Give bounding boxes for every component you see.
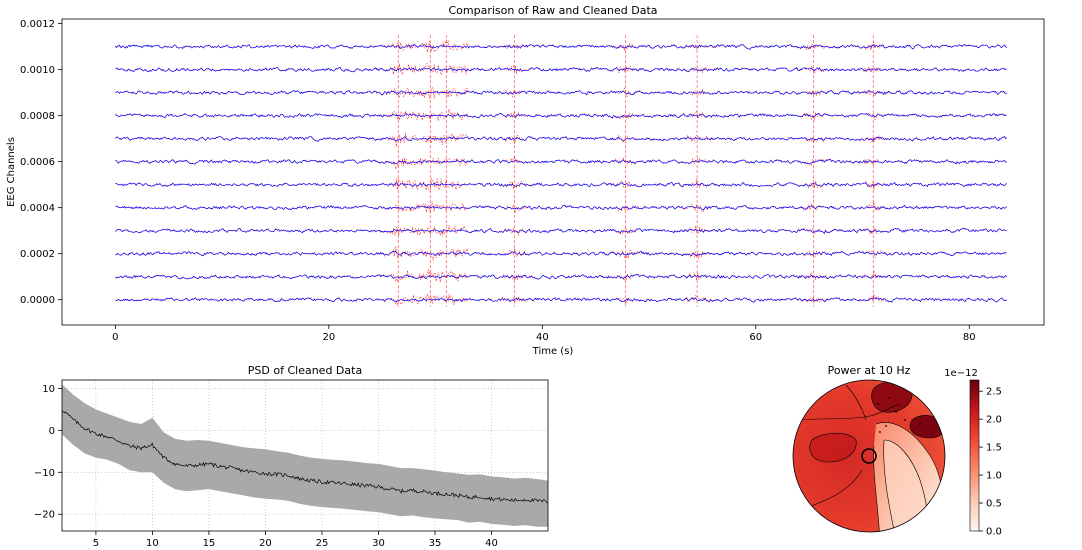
psd-chart: PSD of Cleaned Data 5 10 15 20 25 30 35 40 −20−… [34,364,549,549]
cleaned-trace-channel-9 [115,89,1007,96]
psd-y-tick-label: −20 [34,510,55,521]
eeg-x-tick-label: 0 [112,332,118,343]
colorbar-tick-label: 0.0 [986,527,1002,538]
eeg-comparison-chart: Comparison of Raw and Cleaned Data 0 20 40… [6,4,1045,357]
eeg-y-tick-label: 0.0008 [20,111,55,122]
colorbar-tick-label: 0.5 [986,499,1002,510]
psd-plot-area [62,384,548,527]
psd-x-axis: 5 10 15 20 25 30 35 40 [93,531,498,549]
eeg-y-tick-label: 0.0006 [20,157,55,168]
colorbar-tick-label: 2.5 [986,387,1002,398]
psd-x-tick-label: 15 [203,538,216,549]
cleaned-trace-channel-10 [115,66,1007,73]
topomap-sensors [877,397,921,433]
psd-y-tick-label: −10 [34,468,55,479]
psd-x-tick-label: 10 [146,538,159,549]
raw-trace-channel-7 [115,132,1007,147]
psd-x-tick-label: 30 [372,538,385,549]
psd-y-axis: −20 −10 0 10 [34,384,62,521]
cleaned-trace-channel-0 [115,297,1007,303]
psd-mean-line [62,409,548,504]
cleaned-trace-channel-4 [115,205,1007,211]
cleaned-trace-channel-7 [115,136,1007,142]
eeg-y-tick-label: 0.0000 [20,295,55,306]
topomap-high-region-top [871,381,913,413]
eeg-x-axis-label: Time (s) [532,346,574,357]
cleaned-trace-channel-1 [115,273,1007,280]
psd-x-tick-label: 5 [93,538,99,549]
topomap-head-outline [792,379,946,533]
cleaned-trace-channel-8 [115,113,1007,119]
eeg-y-tick-label: 0.0010 [20,65,55,76]
topomap-surface [793,380,945,532]
colorbar [969,379,980,532]
eeg-chart-title: Comparison of Raw and Cleaned Data [448,4,657,17]
psd-x-tick-label: 25 [316,538,329,549]
eeg-y-axis: 0.0000 0.0002 0.0004 0.0006 0.0008 0.0010 0.00… [20,19,62,306]
eeg-x-tick-label: 60 [749,332,762,343]
cleaned-trace-channel-11 [115,44,1007,50]
cleaned-trace-channel-3 [115,228,1007,234]
psd-y-tick-label: 10 [42,384,55,395]
topomap-title: Power at 10 Hz [828,364,911,377]
psd-x-tick-label: 20 [259,538,272,549]
topomap-chart: Power at 10 Hz [792,364,1002,538]
psd-std-band [62,384,548,527]
eeg-x-tick-label: 20 [322,332,335,343]
cleaned-trace-channel-2 [115,250,1007,257]
psd-y-tick-label: 0 [49,426,55,437]
psd-plot-frame [61,379,549,532]
psd-x-tick-label: 35 [429,538,442,549]
eeg-y-axis-label: EEG Channels [6,137,17,207]
eeg-y-tick-label: 0.0012 [20,19,55,30]
eeg-y-tick-label: 0.0002 [20,249,55,260]
eeg-x-axis: 0 20 40 60 80 [112,325,976,343]
topomap-high-region-right [910,415,944,438]
psd-x-tick-label: 40 [485,538,498,549]
colorbar-tick-label: 2.0 [986,415,1002,426]
topomap-marker-circle [861,448,877,464]
eeg-x-tick-label: 80 [963,332,976,343]
cleaned-trace-channel-5 [115,182,1007,188]
psd-chart-title: PSD of Cleaned Data [248,364,362,377]
colorbar-tick-label: 1.0 [986,471,1002,482]
eeg-plot-frame [61,18,1045,326]
eeg-y-tick-label: 0.0004 [20,203,55,214]
eeg-traces [115,35,1007,307]
colorbar-exponent: 1e−12 [944,368,978,379]
cleaned-trace-channel-6 [115,159,1007,165]
eeg-x-tick-label: 40 [536,332,549,343]
topomap-dark-left [809,433,857,462]
colorbar-tick-label: 1.5 [986,443,1002,454]
colorbar-axis: 0.0 0.5 1.0 1.5 2.0 2.5 [979,387,1002,538]
